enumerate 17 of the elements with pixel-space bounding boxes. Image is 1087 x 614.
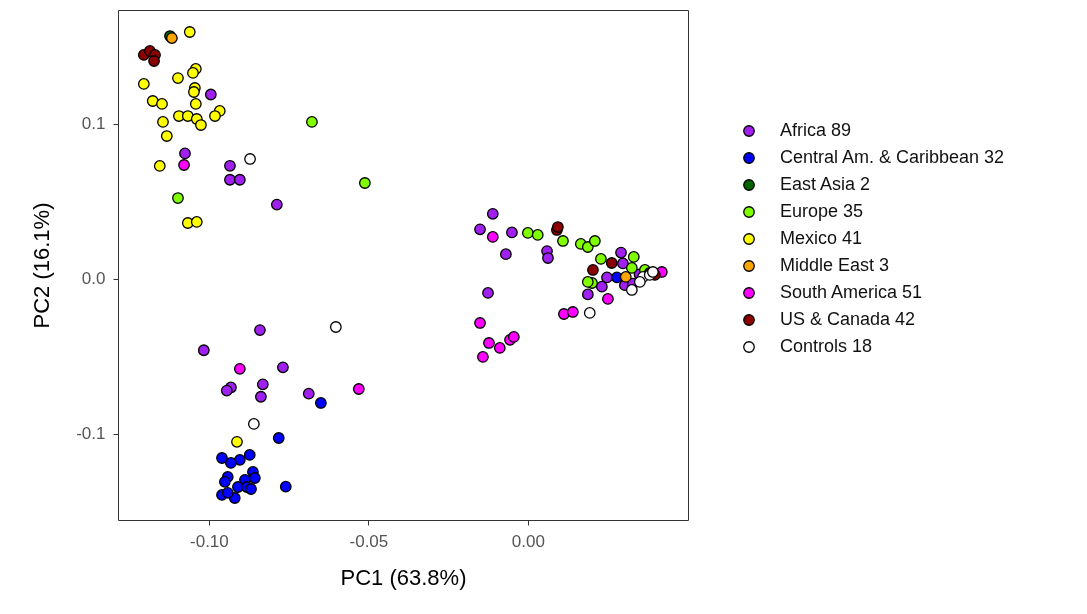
x-tick-label: -0.10 xyxy=(190,531,229,551)
y-axis-title: PC2 (16.1%) xyxy=(29,202,55,329)
legend-label: Middle East 3 xyxy=(780,255,890,275)
legend-label: Mexico 41 xyxy=(780,228,863,248)
legend-label: Controls 18 xyxy=(780,336,873,356)
x-axis-title: PC1 (63.8%) xyxy=(340,564,467,590)
legend-label: Africa 89 xyxy=(780,120,852,140)
y-tick-label: 0.1 xyxy=(81,114,106,134)
legend-label: South America 51 xyxy=(780,282,923,302)
legend-label: Central Am. & Caribbean 32 xyxy=(780,147,1005,167)
x-tick-label: 0.00 xyxy=(511,531,545,551)
legend-label: Europe 35 xyxy=(780,201,864,221)
y-tick-label: -0.1 xyxy=(76,424,106,444)
x-tick-label: -0.05 xyxy=(349,531,389,551)
legend-label: East Asia 2 xyxy=(780,174,871,194)
legend-label: US & Canada 42 xyxy=(780,309,916,329)
y-tick-label: 0.0 xyxy=(81,269,106,289)
